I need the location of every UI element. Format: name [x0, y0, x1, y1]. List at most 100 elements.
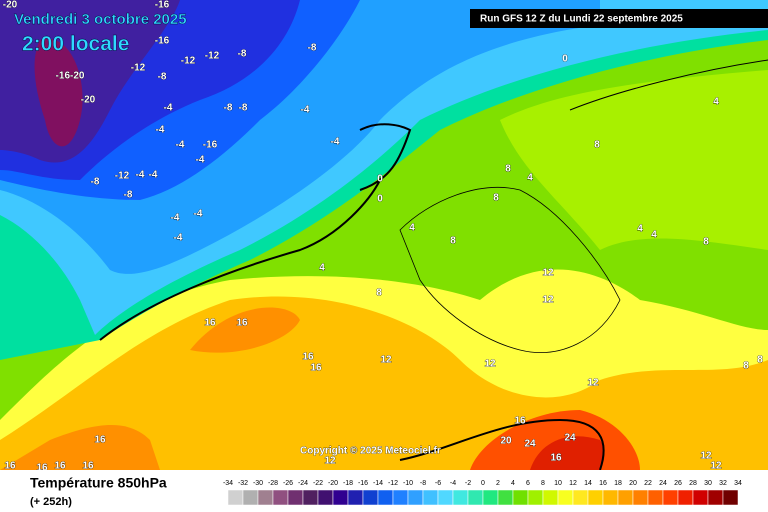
scale-swatch	[572, 489, 589, 506]
scale-swatch	[647, 489, 664, 506]
contour-label: 24	[524, 439, 536, 450]
run-box	[470, 9, 768, 28]
color-scale: -34 -32 -30 -28 -26 -24 -22 -20 -18 -16 -14 -12 -10-…	[223, 480, 742, 506]
scale-swatch	[422, 489, 439, 506]
scale-label: -18	[343, 480, 353, 487]
contour-label: -4	[149, 170, 158, 181]
contour-label: 12	[587, 378, 599, 389]
scale-swatch	[542, 489, 559, 506]
contour-label: -4	[136, 170, 145, 181]
contour-label: -4	[156, 125, 165, 136]
contour-label: 4	[409, 223, 415, 234]
scale-label: -20	[328, 480, 338, 487]
contour-label: -4	[301, 105, 310, 116]
scale-swatch	[242, 489, 259, 506]
contour-label: 12	[380, 355, 392, 366]
contour-label: 8	[450, 236, 456, 247]
scale-swatch	[287, 489, 304, 506]
scale-swatch	[482, 489, 499, 506]
scale-swatch	[527, 489, 544, 506]
scale-swatch	[707, 489, 724, 506]
contour-label: -16	[203, 140, 218, 151]
contour-label: 16	[236, 318, 248, 329]
scale-label: 22	[644, 480, 652, 487]
contour-label: 8	[703, 237, 709, 248]
scale-label: -26	[283, 480, 293, 487]
scale-label: -32	[238, 480, 248, 487]
contour-label: 16	[36, 463, 48, 474]
contour-label: -8	[238, 49, 247, 60]
scale-label: -34	[223, 480, 233, 487]
contour-label: 12	[710, 461, 722, 472]
contour-label: -8	[224, 103, 233, 114]
contour-label: 20	[500, 436, 512, 447]
scale-label: 2	[496, 480, 500, 487]
local-time: 2:00 locale	[22, 33, 129, 56]
scale-label: 26	[674, 480, 682, 487]
scale-label: -30	[253, 480, 263, 487]
map-background	[0, 0, 768, 471]
scale-swatch	[227, 489, 244, 506]
run-info: Run GFS 12 Z du Lundi 22 septembre 2025	[480, 14, 683, 25]
contour-label: 12	[484, 359, 496, 370]
contour-label: 16	[4, 461, 16, 472]
forecast-hour: (+ 252h)	[30, 496, 72, 508]
scale-label: 34	[734, 480, 742, 487]
contour-label: 4	[713, 97, 719, 108]
scale-label: 30	[704, 480, 712, 487]
scale-swatch	[407, 489, 424, 506]
scale-swatch	[362, 489, 379, 506]
scale-swatch	[587, 489, 604, 506]
contour-label: -8	[91, 177, 100, 188]
contour-label: 16	[302, 352, 314, 363]
scale-label: 6	[526, 480, 530, 487]
scale-label: 4	[511, 480, 515, 487]
date: Vendredi 3 octobre 2025	[14, 11, 187, 28]
contour-label: 4	[527, 173, 533, 184]
contour-label: -4	[176, 140, 185, 151]
scale-swatch	[452, 489, 469, 506]
contour-label: 24	[564, 433, 576, 444]
contour-label: 16	[204, 318, 216, 329]
scale-label: -8	[420, 480, 426, 487]
scale-label: 18	[614, 480, 622, 487]
contour-label: -12	[181, 56, 196, 67]
scale-label: -24	[298, 480, 308, 487]
contour-label: 4	[637, 224, 643, 235]
contour-label: -8	[239, 103, 248, 114]
scale-label: 12	[569, 480, 577, 487]
contour-label: 12	[324, 456, 336, 467]
contour-label: -8	[158, 72, 167, 83]
contour-label: -4	[171, 213, 180, 224]
scale-swatch	[302, 489, 319, 506]
contour-label: -20	[81, 95, 96, 106]
contour-label: 12	[700, 451, 712, 462]
contour-label: 16	[82, 461, 94, 472]
scale-swatch	[722, 489, 739, 506]
contour-label: 16	[514, 416, 526, 427]
scale-swatch	[332, 489, 349, 506]
scale-swatch	[392, 489, 409, 506]
contour-label: -8	[124, 190, 133, 201]
contour-label: -4	[194, 209, 203, 220]
contour-label: -4	[196, 155, 205, 166]
contour-label: 16	[550, 453, 562, 464]
contour-label: -4	[331, 137, 340, 148]
scale-label: -10	[403, 480, 413, 487]
contour-label: -4	[164, 103, 173, 114]
contour-label: -8	[308, 43, 317, 54]
scale-swatch	[257, 489, 274, 506]
scale-label: -6	[435, 480, 441, 487]
scale-label: 28	[689, 480, 697, 487]
scale-label: 0	[481, 480, 485, 487]
scale-swatch	[557, 489, 574, 506]
contour-label: 12	[542, 268, 554, 279]
contour-label: -16	[155, 0, 170, 11]
scale-swatch	[692, 489, 709, 506]
scale-label: -22	[313, 480, 323, 487]
scale-label: -2	[465, 480, 471, 487]
scale-label: -16	[358, 480, 368, 487]
scale-label: -4	[450, 480, 456, 487]
contour-label: 0	[377, 194, 383, 205]
